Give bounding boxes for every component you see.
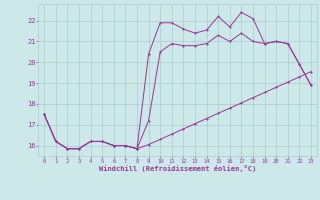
X-axis label: Windchill (Refroidissement éolien,°C): Windchill (Refroidissement éolien,°C) <box>99 165 256 172</box>
